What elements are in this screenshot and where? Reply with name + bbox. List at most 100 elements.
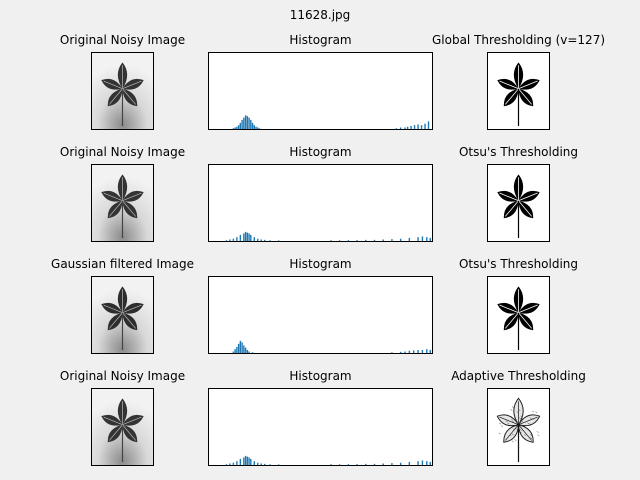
histogram-bar — [417, 349, 419, 353]
histogram-bar — [277, 240, 280, 241]
edge-texture — [514, 439, 517, 441]
source-image — [91, 276, 154, 354]
histogram-bar — [241, 119, 243, 129]
histogram-bar — [229, 239, 231, 241]
histogram-bar — [250, 234, 252, 241]
histogram-bar — [382, 463, 384, 465]
edge-texture — [535, 411, 538, 414]
edge-texture — [519, 431, 522, 434]
edge-texture — [511, 418, 514, 421]
edge-texture — [523, 434, 527, 436]
histogram-bar — [330, 240, 332, 241]
histogram-bar — [429, 349, 431, 353]
left-panel-title: Original Noisy Image — [59, 145, 186, 159]
histogram-bar — [338, 464, 341, 465]
histogram-bar — [356, 240, 358, 241]
edge-texture — [523, 431, 527, 434]
histogram-bar — [277, 464, 280, 465]
histogram-bar — [239, 234, 242, 241]
histogram-bar — [421, 460, 424, 465]
histogram-bar — [395, 128, 397, 129]
edge-texture — [532, 418, 535, 420]
histogram-bar — [244, 455, 247, 465]
histogram-bar — [250, 119, 252, 129]
histogram-plot — [208, 52, 433, 130]
edge-texture — [519, 421, 522, 424]
histogram-bar — [413, 350, 415, 353]
threshold-image-canvas — [497, 174, 540, 238]
histogram-bar — [236, 237, 238, 241]
histogram-bar — [391, 239, 393, 241]
edge-texture — [529, 417, 532, 420]
edge-texture — [536, 431, 539, 433]
histogram-bar — [237, 125, 240, 129]
threshold-image-canvas — [497, 286, 540, 350]
histogram-bar — [232, 128, 235, 129]
histogram-bar — [427, 121, 430, 129]
histogram-bar — [246, 232, 249, 241]
histogram-bar — [426, 237, 428, 241]
histogram-bar — [239, 458, 242, 465]
histogram-title: Histogram — [289, 33, 352, 47]
histogram-bar — [373, 239, 376, 241]
histogram-bar — [330, 464, 332, 465]
figure-title: 11628.jpg — [289, 8, 351, 22]
left-panel-title: Gaussian filtered Image — [51, 257, 194, 271]
histogram-bar — [410, 125, 412, 129]
leaf-veins — [103, 65, 142, 105]
edge-texture — [523, 425, 526, 427]
right-panel-title: Otsu's Thresholding — [458, 145, 579, 159]
histogram-bar — [424, 123, 426, 129]
histogram-bar — [246, 456, 249, 465]
histogram-bar — [225, 240, 228, 241]
histogram-bar — [239, 122, 242, 129]
leaf-veins — [103, 177, 142, 217]
histogram-bar — [413, 125, 416, 129]
histogram-title: Histogram — [289, 145, 352, 159]
edge-texture — [509, 434, 512, 436]
histogram-bar — [373, 463, 376, 465]
histogram-bar — [347, 464, 350, 465]
histogram-plot-canvas — [232, 115, 430, 129]
histogram-plot — [208, 276, 433, 354]
leaf-veins — [103, 289, 142, 329]
histogram-bar — [429, 461, 431, 465]
edge-texture — [529, 423, 532, 426]
edge-texture — [498, 432, 501, 435]
edge-texture — [518, 409, 521, 411]
edge-texture — [537, 434, 540, 437]
histogram-bar — [426, 349, 428, 353]
histogram-bar — [391, 463, 393, 465]
histogram-bar — [246, 116, 249, 129]
histogram-bar — [225, 464, 228, 465]
threshold-image-canvas — [497, 62, 540, 126]
leaf-veins — [499, 289, 538, 329]
histogram-bar — [404, 127, 406, 129]
leaf-veins — [103, 401, 142, 441]
histogram-title: Histogram — [289, 369, 352, 383]
edge-texture — [507, 422, 510, 425]
histogram-bar — [243, 457, 245, 465]
edge-texture — [518, 417, 522, 420]
histogram-bar — [229, 463, 231, 465]
histogram-bar — [232, 351, 235, 353]
histogram-bar — [269, 464, 271, 465]
histogram-bar — [232, 462, 235, 465]
histogram-bar — [251, 352, 254, 353]
histogram-bar — [257, 462, 259, 465]
histogram-bar — [243, 117, 245, 129]
histogram-bar — [258, 128, 261, 129]
histogram-bar — [236, 346, 238, 353]
histogram-bar — [251, 122, 254, 129]
left-panel-title: Original Noisy Image — [59, 33, 186, 47]
source-image-canvas — [92, 53, 153, 129]
histogram-bar — [399, 238, 402, 241]
histogram-bar — [244, 347, 247, 353]
histogram-bar — [236, 461, 238, 465]
right-panel-title: Global Thresholding (v=127) — [431, 33, 606, 47]
edge-texture — [499, 422, 502, 425]
edge-texture — [530, 434, 533, 436]
histogram-bar — [338, 240, 341, 241]
edge-texture — [511, 406, 514, 408]
histogram-bar — [246, 349, 249, 353]
